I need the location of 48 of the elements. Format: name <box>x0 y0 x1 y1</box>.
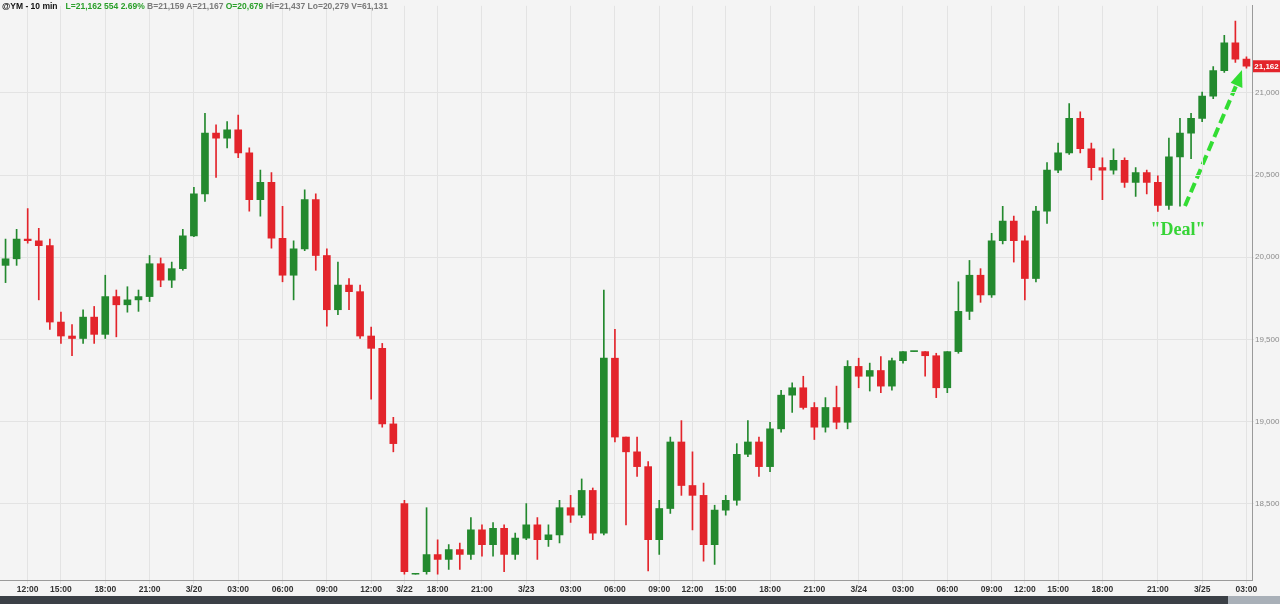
candlestick <box>212 124 220 178</box>
x-tick-label: 3/20 <box>185 584 203 595</box>
y-tick-label: 20,000 <box>1255 252 1280 262</box>
x-tick-label: 21:00 <box>138 584 161 595</box>
x-tick-label: 09:00 <box>648 584 671 595</box>
x-tick-label: 12:00 <box>16 584 39 595</box>
candlestick <box>367 326 375 400</box>
candlestick <box>68 324 76 357</box>
candlestick <box>622 436 630 526</box>
x-tick-label: 12:00 <box>681 584 704 595</box>
x-tick-label: 21:00 <box>1146 584 1169 595</box>
y-tick-label: 20,500 <box>1255 170 1280 180</box>
x-tick-label: 3/23 <box>518 584 535 595</box>
x-tick-label: 21:00 <box>471 584 494 595</box>
x-tick-label: 15:00 <box>50 584 73 595</box>
x-tick-label: 3/24 <box>850 584 868 595</box>
y-tick-label: 19,000 <box>1255 416 1280 426</box>
x-tick-label: 06:00 <box>604 584 627 595</box>
x-tick-label: 12:00 <box>1013 584 1036 595</box>
x-tick-label: 15:00 <box>714 584 737 595</box>
annotation: 21,162 <box>1254 61 1280 71</box>
x-tick-label: 03:00 <box>892 584 915 595</box>
x-tick-label: 18:00 <box>94 584 117 595</box>
candlestick <box>34 228 43 301</box>
x-tick-label: 3/25 <box>1193 584 1211 595</box>
x-tick-label: 06:00 <box>271 584 294 595</box>
x-tick-label: 18:00 <box>426 584 449 595</box>
x-tick-label: 3/22 <box>396 584 413 595</box>
y-tick-label: 21,000 <box>1255 88 1280 98</box>
x-tick-label: 06:00 <box>936 584 959 595</box>
candlestick <box>345 278 353 311</box>
candlestick <box>455 542 464 570</box>
x-tick-label: 09:00 <box>315 584 338 595</box>
text: L=21,162 554 2.69% B=21,159 A=21,167 O=20,679 Hi=21,437 Lo=20,279 V=61,131 <box>65 1 388 11</box>
x-tick-label: 03:00 <box>227 584 250 595</box>
x-tick-label: 21:00 <box>803 584 826 595</box>
x-tick-label: 12:00 <box>360 584 383 595</box>
chart-title: @YM - 10 min <box>2 1 58 11</box>
x-tick-label: 03:00 <box>1235 584 1258 595</box>
x-tick-label: 15:00 <box>1047 584 1070 595</box>
annotation: "Deal" <box>1150 218 1206 239</box>
x-tick-label: 03:00 <box>559 584 582 595</box>
candlestick <box>921 351 929 377</box>
y-tick-label: 18,500 <box>1255 498 1280 508</box>
x-tick-label: 18:00 <box>1091 584 1114 595</box>
x-tick-label: 18:00 <box>759 584 782 595</box>
x-tick-label: 09:00 <box>980 584 1003 595</box>
y-tick-label: 19,500 <box>1255 334 1280 344</box>
